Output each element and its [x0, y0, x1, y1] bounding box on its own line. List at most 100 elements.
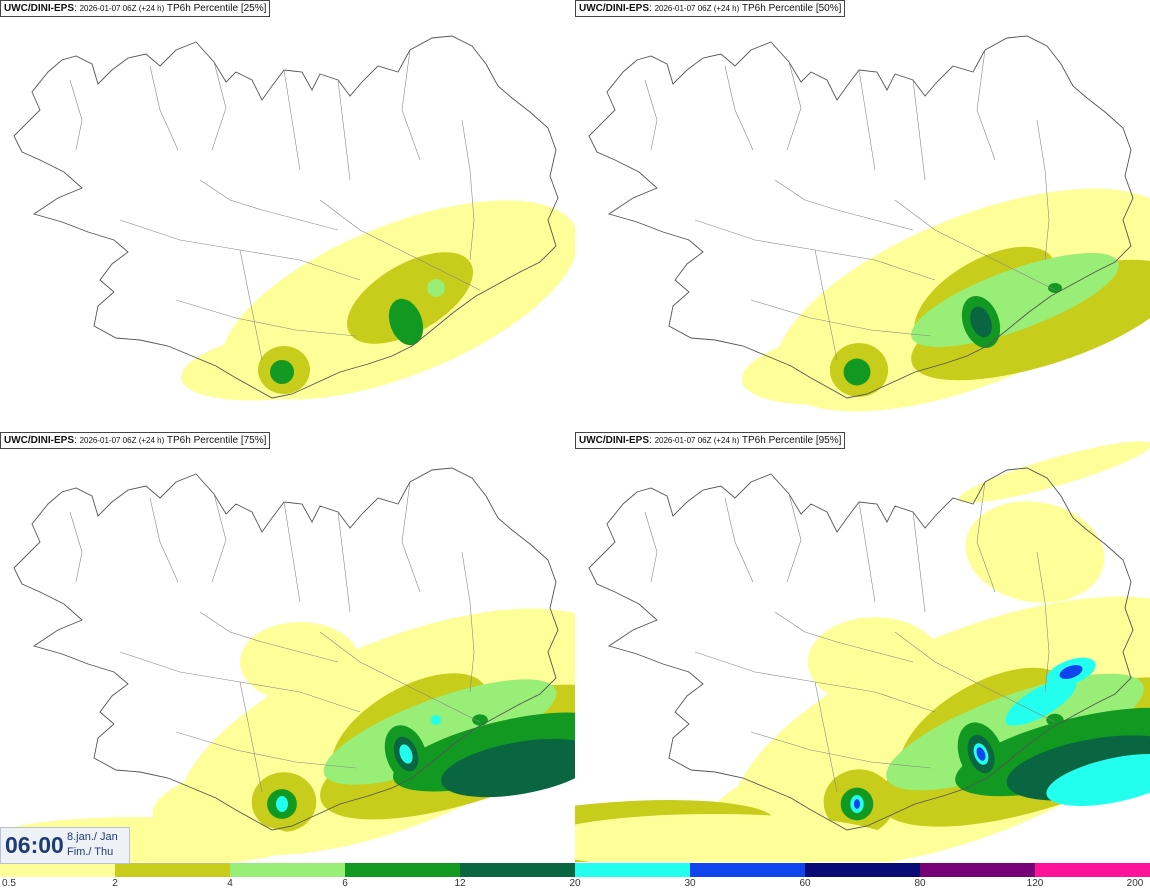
precip-area [276, 796, 288, 812]
scale-band [1035, 863, 1150, 877]
precip-map-p25 [13, 35, 575, 401]
road-line [211, 493, 227, 583]
precip-area [976, 747, 986, 761]
precip-area [388, 298, 424, 346]
road-line [774, 611, 914, 663]
precip-area [1046, 754, 1150, 806]
scale-band [690, 863, 805, 877]
map-panel-p95: UWC/DINI-EPS: 2026-01-07 06Z (+24 h) TP6… [575, 432, 1150, 862]
road-line [283, 501, 301, 603]
precip-area [427, 279, 445, 297]
panel-field: TP6h Percentile [25%] [166, 3, 267, 14]
road-line [1036, 119, 1050, 261]
precip-area [1059, 665, 1083, 679]
map-panel-p25: UWC/DINI-EPS: 2026-01-07 06Z (+24 h) TP6… [0, 0, 575, 430]
road-line [461, 119, 475, 261]
panel-source: UWC/DINI-EPS [4, 435, 74, 446]
panel-header: UWC/DINI-EPS: 2026-01-07 06Z (+24 h) TP6… [575, 432, 846, 449]
precip-map-p75 [0, 467, 575, 862]
scale-tick-label: 80 [914, 878, 926, 889]
precip-area [958, 441, 1150, 503]
scale-band [0, 863, 115, 877]
scale-tick-label: 120 [1026, 878, 1044, 889]
precip-colour-scale: 0.5 2 4 6 12 20 30 60 80 120 200 [0, 862, 1150, 891]
road-line [912, 511, 926, 613]
precip-map-p50 [588, 35, 1150, 412]
precipitation-field [741, 188, 1150, 412]
scale-tick-label: 60 [799, 878, 811, 889]
road-line [319, 199, 481, 291]
panel-run: 2026-01-07 06Z (+24 h) [654, 4, 740, 13]
precip-area [970, 306, 992, 338]
panel-source: UWC/DINI-EPS [579, 3, 649, 14]
road-line [858, 501, 876, 603]
map-panel-p50: UWC/DINI-EPS: 2026-01-07 06Z (+24 h) TP6… [575, 0, 1150, 430]
scale-tick-label: 6 [342, 878, 348, 889]
scale-tick-label: 30 [684, 878, 696, 889]
scale-tick-label: 0.5 [2, 878, 16, 889]
precip-area [886, 673, 1144, 791]
road-line [461, 551, 475, 693]
precip-area [240, 622, 360, 702]
precip-area [323, 679, 557, 785]
road-line [199, 179, 339, 231]
scale-tick-label: 200 [1126, 878, 1144, 889]
scale-tick-label: 12 [454, 878, 466, 889]
panel-header: UWC/DINI-EPS: 2026-01-07 06Z (+24 h) TP6… [0, 0, 271, 17]
panel-header: UWC/DINI-EPS: 2026-01-07 06Z (+24 h) TP6… [0, 432, 271, 449]
road-line [149, 65, 179, 151]
road-line [319, 631, 481, 723]
road-line [912, 79, 926, 181]
road-line [337, 79, 351, 181]
road-line [814, 249, 838, 361]
road-line [239, 249, 263, 361]
scale-tick-label: 2 [112, 878, 118, 889]
precip-area [431, 715, 441, 725]
road-line [239, 681, 263, 793]
road-line [894, 199, 1056, 291]
valid-hour: 06:00 [5, 832, 64, 858]
precipitation-field [0, 608, 575, 862]
scale-ticks: 0.5 2 4 6 12 20 30 60 80 120 200 [0, 877, 1150, 891]
precip-area [1005, 678, 1077, 726]
road-line [976, 481, 996, 593]
precip-area [1000, 277, 1022, 299]
precip-area [270, 360, 294, 384]
precip-area [1048, 283, 1062, 293]
road-line [211, 61, 227, 151]
road-line [199, 611, 339, 663]
precip-area [854, 799, 860, 809]
precip-area [347, 252, 473, 344]
precip-area [575, 814, 895, 862]
map-panel-p75: UWC/DINI-EPS: 2026-01-07 06Z (+24 h) TP6… [0, 432, 575, 862]
precip-area [1046, 713, 1064, 727]
scale-band [805, 863, 920, 877]
road-line [724, 497, 754, 583]
precipitation-field [575, 441, 1150, 862]
road-line [786, 493, 802, 583]
road-line [69, 79, 83, 151]
road-line [283, 69, 301, 171]
road-line [976, 49, 996, 161]
panel-field: TP6h Percentile [75%] [166, 435, 267, 446]
road-line [175, 299, 357, 337]
iceland-coastline [588, 35, 1134, 399]
scale-band [920, 863, 1035, 877]
panel-run: 2026-01-07 06Z (+24 h) [79, 4, 165, 13]
road-line [814, 681, 838, 793]
road-line [894, 631, 1056, 723]
road-line [149, 497, 179, 583]
iceland-coastline [13, 467, 559, 831]
iceland-coastline [588, 467, 1134, 831]
iceland-coastline [13, 35, 559, 399]
road-line [724, 65, 754, 151]
road-line [644, 79, 658, 151]
road-line [750, 731, 932, 769]
scale-band [345, 863, 460, 877]
scale-band [460, 863, 575, 877]
road-line [401, 49, 421, 161]
road-line [1036, 551, 1050, 693]
road-line [337, 511, 351, 613]
road-line [786, 61, 802, 151]
scale-tick-label: 20 [569, 878, 581, 889]
